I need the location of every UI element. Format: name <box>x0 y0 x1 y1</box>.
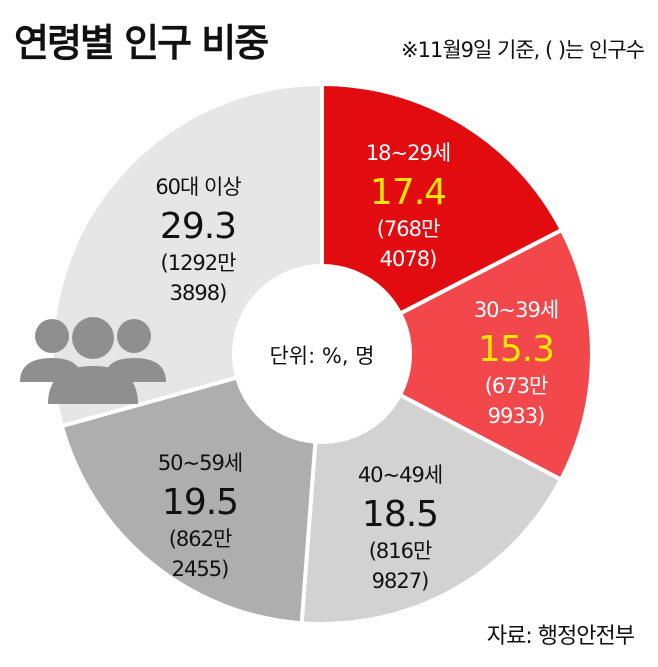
population-label: 9933) <box>488 404 545 428</box>
value-label: 19.5 <box>162 482 238 523</box>
population-label: (673만 <box>485 374 548 398</box>
slice-0 <box>320 81 565 358</box>
slice-3 <box>59 351 325 626</box>
population-label: 4078) <box>380 247 437 271</box>
population-label: (768만 <box>377 217 440 241</box>
population-label: 2455) <box>172 557 229 581</box>
population-label: 9827) <box>372 569 429 593</box>
value-label: 29.3 <box>160 206 236 247</box>
people-icon <box>20 317 166 404</box>
category-label: 18~29세 <box>366 141 450 165</box>
category-label: 60대 이상 <box>155 175 241 199</box>
category-label: 50~59세 <box>158 451 242 475</box>
donut-hole <box>232 264 412 444</box>
unit-label: 단위: %, 명 <box>269 344 374 368</box>
chart-title: 연령별 인구 비중 <box>14 21 269 65</box>
value-label: 15.3 <box>478 329 554 370</box>
category-label: 40~49세 <box>358 463 442 487</box>
value-label: 17.4 <box>370 172 446 213</box>
category-label: 30~39세 <box>474 298 558 322</box>
population-label: (816만 <box>369 539 432 563</box>
slice-1 <box>317 227 594 483</box>
population-label: 3898) <box>170 281 227 305</box>
reference-note: ※11월9일 기준, ( )는 인구수 <box>401 38 645 62</box>
population-label: (1292만 <box>161 251 237 275</box>
population-label: (862만 <box>169 527 232 551</box>
data-source: 자료: 행정안전부 <box>486 624 635 649</box>
value-label: 18.5 <box>362 494 438 535</box>
